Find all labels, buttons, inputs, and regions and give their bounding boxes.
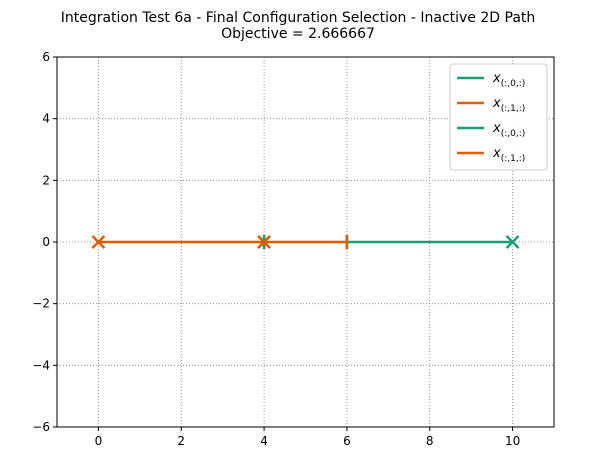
y-tick-label-0: −6: [32, 420, 50, 434]
y-tick-label-5: 4: [42, 112, 50, 126]
legend-label-subscript-3: (:,1,:): [501, 154, 526, 164]
legend-label-name-2: x: [492, 121, 501, 136]
legend-label-name-0: x: [492, 71, 501, 86]
x-tick-label-4: 8: [426, 434, 434, 448]
legend-label-subscript-0: (:,0,:): [501, 79, 526, 89]
chart-subtitle: Objective = 2.666667: [221, 26, 375, 42]
x-tick-label-3: 6: [343, 434, 351, 448]
legend-label-subscript-2: (:,0,:): [501, 129, 526, 139]
x-tick-label-2: 4: [260, 434, 268, 448]
series-end-marker-1-b: [91, 235, 106, 249]
legend-label-subscript-1: (:,1,:): [501, 104, 526, 114]
legend-label-2: x(:,0,:): [492, 121, 525, 139]
series-end-marker-0-b: [505, 235, 520, 249]
legend-label-3: x(:,1,:): [492, 146, 525, 164]
legend-label-name-3: x: [492, 146, 501, 161]
legend-label-name-1: x: [492, 96, 501, 111]
axis-ticks: 0 2 4 6 8 10 −6 −4 −2 0 2 4 6: [32, 50, 520, 448]
x-tick-label-0: 0: [95, 434, 103, 448]
legend: x(:,0,:)x(:,1,:)x(:,0,:)x(:,1,:): [449, 63, 548, 171]
chart-title: Integration Test 6a - Final Configuratio…: [61, 10, 536, 26]
legend-box: [449, 63, 548, 171]
legend-label-1: x(:,1,:): [492, 96, 525, 114]
x-tick-label-1: 2: [177, 434, 185, 448]
y-tick-label-3: 0: [42, 235, 50, 249]
x-tick-label-5: 10: [505, 434, 520, 448]
y-tick-label-6: 6: [42, 50, 50, 64]
y-tick-label-1: −4: [32, 358, 50, 372]
y-tick-label-2: −2: [32, 297, 50, 311]
series-end-marker-3-b: [257, 235, 271, 249]
y-tick-label-4: 2: [42, 173, 50, 187]
legend-label-0: x(:,0,:): [492, 71, 525, 89]
series-layer: [91, 235, 520, 249]
